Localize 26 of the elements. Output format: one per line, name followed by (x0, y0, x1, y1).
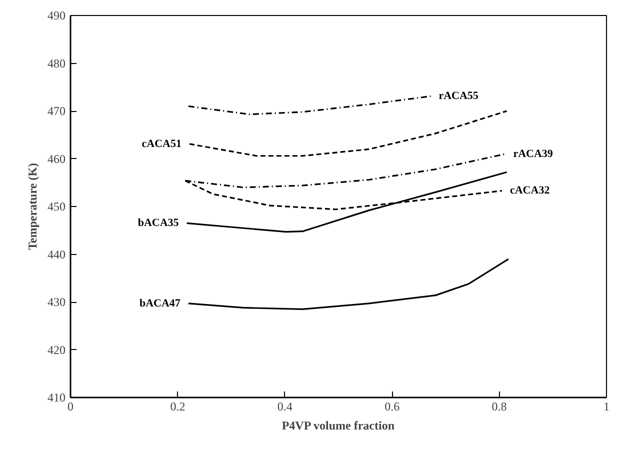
y-tick-label: 490 (48, 8, 66, 22)
series-label: cACA32 (510, 184, 550, 197)
x-tick-label: 0.8 (492, 400, 507, 414)
y-tick-label: 450 (48, 200, 66, 214)
series-label: bACA47 (139, 297, 181, 310)
y-axis-title: Temperature (K) (26, 163, 40, 250)
y-tick-label: 430 (48, 295, 66, 309)
y-tick-label: 420 (48, 342, 66, 357)
y-tick-label: 410 (48, 390, 66, 404)
y-tick-label: 440 (48, 247, 66, 262)
series-label: cACA51 (142, 138, 182, 150)
series-label: bACA35 (138, 217, 180, 230)
x-tick-label: 0.4 (277, 400, 292, 414)
x-tick-label: 0.2 (170, 400, 186, 414)
x-tick-label: 0 (68, 400, 74, 414)
x-axis-title: P4VP volume fraction (282, 418, 395, 432)
x-tick-label: 0.6 (384, 400, 400, 414)
line-series (188, 95, 432, 116)
x-tick-label: 1 (604, 400, 610, 414)
series-label: rACA55 (438, 90, 479, 102)
y-tick-label: 480 (48, 56, 66, 70)
series-label: rACA39 (513, 148, 554, 160)
line-series (188, 110, 508, 157)
y-tick-label: 470 (48, 104, 66, 118)
line-series (188, 258, 510, 310)
y-tick-label: 460 (48, 152, 66, 166)
